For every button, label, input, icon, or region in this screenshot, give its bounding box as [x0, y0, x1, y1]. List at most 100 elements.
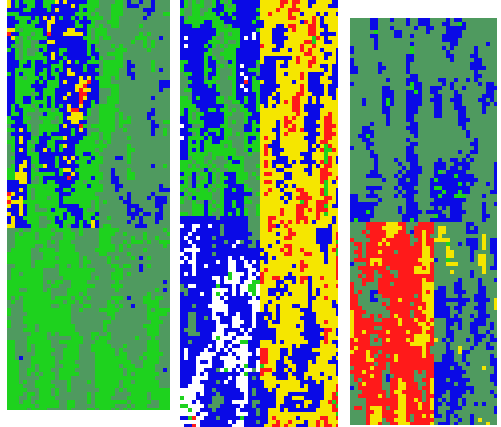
- pixel: [256, 60, 260, 64]
- pixel: [143, 400, 147, 404]
- pixel: [27, 28, 31, 32]
- pixel: [51, 216, 55, 220]
- pixel: [276, 0, 280, 4]
- pixel: [43, 0, 47, 4]
- pixel: [324, 16, 328, 20]
- pixel: [155, 312, 159, 316]
- pixel: [119, 140, 123, 144]
- pixel: [19, 296, 23, 300]
- pixel: [163, 16, 167, 20]
- pixel: [292, 4, 296, 8]
- pixel: [135, 360, 139, 364]
- pixel: [264, 12, 268, 16]
- pixel: [324, 68, 328, 72]
- pixel: [23, 380, 27, 384]
- pixel: [324, 24, 328, 28]
- pixel: [123, 112, 127, 116]
- pixel: [19, 68, 23, 72]
- pixel: [95, 52, 99, 56]
- pixel: [95, 240, 99, 244]
- pixel: [7, 336, 11, 340]
- pixel: [19, 276, 23, 280]
- pixel: [111, 216, 115, 220]
- pixel: [83, 20, 87, 24]
- pixel: [23, 392, 27, 396]
- pixel: [115, 24, 119, 28]
- pixel: [143, 388, 147, 392]
- pixel: [135, 396, 139, 400]
- pixel: [7, 328, 11, 332]
- pixel: [163, 184, 167, 188]
- pixel: [107, 296, 111, 300]
- pixel: [151, 332, 155, 336]
- pixel: [236, 32, 240, 36]
- pixel: [63, 312, 67, 316]
- pixel: [135, 308, 139, 312]
- pixel: [111, 200, 115, 204]
- pixel: [23, 188, 27, 192]
- pixel: [244, 44, 248, 48]
- pixel: [111, 396, 115, 400]
- pixel: [119, 44, 123, 48]
- pixel: [91, 32, 95, 36]
- pixel: [288, 28, 292, 32]
- pixel: [155, 8, 159, 12]
- pixel: [31, 400, 35, 404]
- pixel: [147, 184, 151, 188]
- pixel: [55, 164, 59, 168]
- pixel: [151, 344, 155, 348]
- pixel: [27, 300, 31, 304]
- pixel: [63, 132, 67, 136]
- pixel: [31, 332, 35, 336]
- pixel: [284, 4, 288, 8]
- pixel: [47, 388, 51, 392]
- pixel: [135, 44, 139, 48]
- pixel: [123, 100, 127, 104]
- pixel: [159, 244, 163, 248]
- pixel: [63, 324, 67, 328]
- pixel: [55, 300, 59, 304]
- pixel: [71, 232, 75, 236]
- pixel: [55, 52, 59, 56]
- pixel: [224, 60, 228, 64]
- pixel: [292, 20, 296, 24]
- pixel: [55, 220, 59, 224]
- pixel: [123, 300, 127, 304]
- pixel: [119, 240, 123, 244]
- pixel: [163, 24, 167, 28]
- pixel: [15, 40, 19, 44]
- pixel: [95, 280, 99, 284]
- pixel: [131, 252, 135, 256]
- pixel: [47, 180, 51, 184]
- pixel: [27, 180, 31, 184]
- pixel: [151, 300, 155, 304]
- pixel: [83, 200, 87, 204]
- pixel: [55, 308, 59, 312]
- pixel: [127, 364, 131, 368]
- pixel: [107, 20, 111, 24]
- pixel: [59, 308, 63, 312]
- pixel: [51, 92, 55, 96]
- pixel: [119, 16, 123, 20]
- pixel: [143, 104, 147, 108]
- pixel: [143, 36, 147, 40]
- pixel: [248, 68, 252, 72]
- pixel: [79, 252, 83, 256]
- pixel: [55, 276, 59, 280]
- pixel: [87, 84, 91, 88]
- pixel: [123, 108, 127, 112]
- pixel: [7, 408, 11, 410]
- pixel: [216, 72, 220, 76]
- pixel: [35, 4, 39, 8]
- pixel: [107, 392, 111, 396]
- pixel: [111, 84, 115, 88]
- pixel: [135, 364, 139, 368]
- pixel: [167, 260, 170, 264]
- pixel: [123, 24, 127, 28]
- pixel: [7, 176, 11, 180]
- pixel: [143, 180, 147, 184]
- pixel: [163, 32, 167, 36]
- pixel: [83, 400, 87, 404]
- pixel: [163, 224, 167, 228]
- pixel: [119, 248, 123, 252]
